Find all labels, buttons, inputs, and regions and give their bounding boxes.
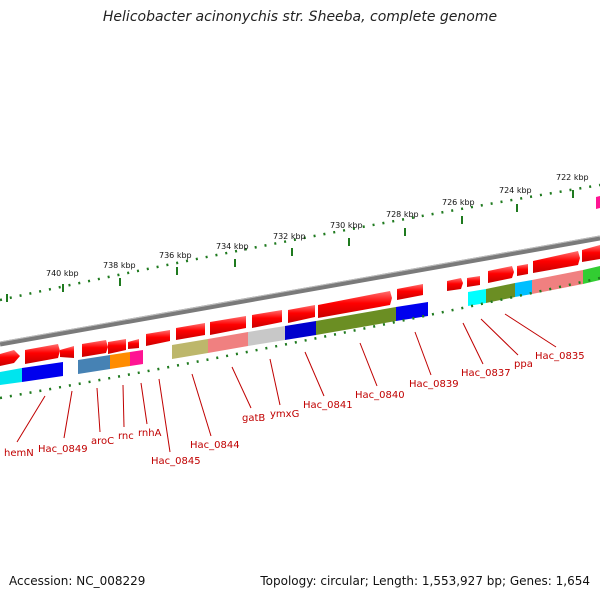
gene-label-Hac_0841: Hac_0841 [303,400,353,411]
cds-arrow [210,316,246,335]
gene-label-ymxG: ymxG [270,409,299,420]
map-title: Helicobacter acinonychis str. Sheeba, co… [102,9,498,25]
cds-arrow [517,264,528,276]
tick-label-732: 732 kbp [273,232,306,241]
gene-label-aroC: aroC [91,436,114,447]
tick-label-722: 722 kbp [556,173,589,182]
cds-arrow [25,344,60,364]
cds-arrow [252,310,282,328]
cds-arrow [467,276,480,287]
cds-arrow [397,284,423,300]
cds-arrow [447,278,463,291]
genome-summary-text: Topology: circular; Length: 1,553,927 bp… [260,574,590,588]
tick-label-728: 728 kbp [386,210,419,219]
gene-label-Hac_0844: Hac_0844 [190,440,240,451]
tick-label-724: 724 kbp [499,186,532,195]
cds-arrow [60,346,74,358]
gene-label-Hac_0839: Hac_0839 [409,379,459,390]
cds-arrow [108,339,126,354]
gene-label-Hac_0837: Hac_0837 [461,368,511,379]
cds-arrow [318,291,392,318]
cds-arrow [146,330,170,346]
gene-label-ppa: ppa [514,359,533,370]
gene-label-rnc: rnc [118,431,134,442]
scale-ring [0,183,600,302]
label-leaders [16,313,557,453]
genome-backbone [0,235,600,347]
tick-label-734: 734 kbp [216,242,249,251]
cds-partial-top-right [596,196,600,209]
forward-cds-track [0,245,600,366]
cds-arrow [488,266,514,283]
tick-label-736: 736 kbp [159,251,192,260]
cds-arrow [288,305,315,323]
cog-track [0,266,600,385]
gene-label-rnhA: rnhA [138,428,162,439]
gene-label-Hac_0840: Hac_0840 [355,390,405,401]
cds-arrow [176,323,205,340]
tick-label-740: 740 kbp [46,269,79,278]
scale-major-ticks [6,190,574,302]
gene-label-gatB: gatB [242,413,265,424]
gene-label-Hac_0835: Hac_0835 [535,351,585,362]
tick-label-726: 726 kbp [442,198,475,207]
cds-arrow [533,251,580,273]
gene-label-Hac_0845: Hac_0845 [151,456,201,467]
accession-text: Accession: NC_008229 [9,574,146,588]
cds-arrow [0,350,20,366]
tick-label-730: 730 kbp [330,221,363,230]
cds-arrow [582,245,600,262]
cds-arrow [82,340,108,357]
gene-label-Hac_0849: Hac_0849 [38,444,88,455]
tick-label-738: 738 kbp [103,261,136,270]
cds-arrow [128,339,139,349]
gene-label-hemN: hemN [4,448,34,459]
